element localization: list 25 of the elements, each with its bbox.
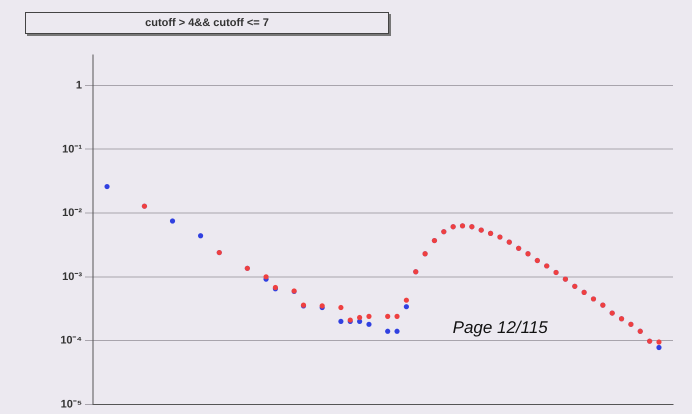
point [656, 339, 662, 345]
y-tick-label: 10⁻⁵ [60, 398, 82, 410]
point [338, 304, 344, 310]
y-tick-label: 10⁻¹ [62, 143, 82, 156]
y-tick-label: 10⁻³ [62, 270, 82, 283]
y-tick-label: 10⁻⁴ [60, 334, 82, 347]
point [656, 344, 662, 350]
point [357, 314, 362, 320]
point [338, 318, 344, 324]
point [366, 322, 372, 327]
point [385, 328, 390, 334]
point [404, 298, 409, 303]
point [394, 328, 400, 334]
y-tick-label: 10⁻² [62, 207, 82, 220]
point [385, 314, 390, 319]
annotation: Page 12/115 [452, 318, 548, 337]
point [263, 274, 269, 280]
y-tick-label: 1 [76, 79, 82, 92]
point [394, 314, 400, 319]
point [404, 304, 409, 310]
point [366, 314, 372, 319]
chart-title: cutoff > 4&& cutoff <= 7 [25, 12, 389, 34]
point [170, 218, 176, 224]
point [198, 233, 204, 238]
point [104, 184, 110, 190]
